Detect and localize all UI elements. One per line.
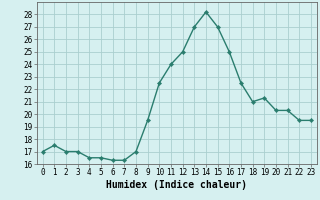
X-axis label: Humidex (Indice chaleur): Humidex (Indice chaleur) [106,180,247,190]
